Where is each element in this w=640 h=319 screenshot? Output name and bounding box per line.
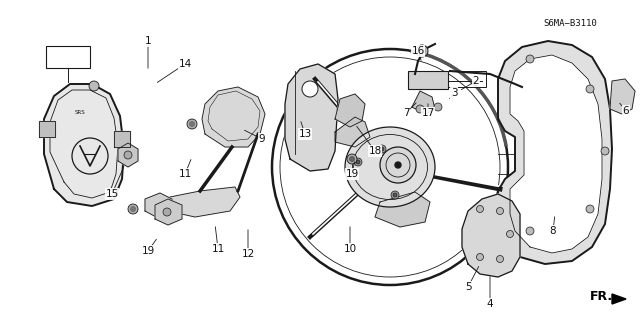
Ellipse shape — [345, 127, 435, 207]
Polygon shape — [335, 117, 370, 147]
Circle shape — [526, 55, 534, 63]
Circle shape — [601, 147, 609, 155]
Circle shape — [378, 145, 386, 153]
Circle shape — [187, 119, 197, 129]
Polygon shape — [202, 87, 265, 147]
Circle shape — [497, 207, 504, 214]
Text: 19: 19 — [141, 246, 155, 256]
Text: 12: 12 — [241, 249, 255, 259]
Text: SRS: SRS — [75, 109, 85, 115]
Text: 10: 10 — [344, 244, 356, 254]
FancyBboxPatch shape — [408, 71, 448, 89]
Text: 4: 4 — [486, 299, 493, 309]
Polygon shape — [44, 84, 124, 206]
Circle shape — [89, 81, 99, 91]
Text: 14: 14 — [179, 59, 191, 69]
Polygon shape — [612, 294, 626, 304]
Text: 11: 11 — [211, 244, 225, 254]
Circle shape — [349, 157, 355, 161]
Polygon shape — [168, 187, 240, 217]
Text: 16: 16 — [412, 46, 424, 56]
Text: 2: 2 — [473, 76, 479, 86]
Text: 7: 7 — [403, 108, 410, 118]
Polygon shape — [462, 194, 520, 277]
Text: 19: 19 — [346, 169, 358, 179]
Circle shape — [354, 158, 362, 166]
Polygon shape — [39, 121, 55, 137]
Text: 3: 3 — [451, 88, 458, 98]
Text: FR.: FR. — [590, 291, 613, 303]
Circle shape — [124, 151, 132, 159]
Circle shape — [393, 193, 397, 197]
Circle shape — [391, 191, 399, 199]
Text: 6: 6 — [623, 106, 629, 116]
Circle shape — [419, 48, 425, 54]
Circle shape — [477, 254, 483, 261]
Polygon shape — [498, 41, 612, 264]
Circle shape — [131, 206, 136, 211]
Polygon shape — [375, 192, 430, 227]
Polygon shape — [145, 193, 172, 219]
Text: 13: 13 — [298, 129, 312, 139]
Polygon shape — [510, 55, 602, 253]
Circle shape — [497, 256, 504, 263]
Circle shape — [189, 122, 195, 127]
Circle shape — [163, 208, 171, 216]
Circle shape — [356, 160, 360, 164]
Text: 5: 5 — [465, 282, 471, 292]
Circle shape — [526, 227, 534, 235]
Circle shape — [416, 45, 428, 57]
Polygon shape — [412, 91, 435, 114]
Text: 15: 15 — [106, 189, 118, 199]
Circle shape — [347, 154, 357, 164]
Circle shape — [395, 162, 401, 168]
Text: 18: 18 — [369, 146, 381, 156]
Text: 9: 9 — [259, 134, 266, 144]
Circle shape — [416, 105, 424, 113]
Polygon shape — [118, 143, 138, 167]
Circle shape — [302, 81, 318, 97]
Polygon shape — [335, 94, 365, 127]
Polygon shape — [610, 79, 635, 114]
Polygon shape — [114, 131, 130, 147]
Text: 8: 8 — [550, 226, 556, 236]
Text: 11: 11 — [179, 169, 191, 179]
Circle shape — [380, 147, 416, 183]
Circle shape — [586, 85, 594, 93]
Circle shape — [128, 204, 138, 214]
Circle shape — [380, 147, 384, 151]
Text: S6MA−B3110: S6MA−B3110 — [543, 19, 596, 28]
Circle shape — [477, 205, 483, 212]
Circle shape — [434, 103, 442, 111]
Text: 1: 1 — [145, 36, 151, 46]
Polygon shape — [155, 199, 182, 225]
Circle shape — [506, 231, 513, 238]
Polygon shape — [285, 64, 338, 171]
Text: 17: 17 — [421, 108, 435, 118]
Circle shape — [586, 205, 594, 213]
